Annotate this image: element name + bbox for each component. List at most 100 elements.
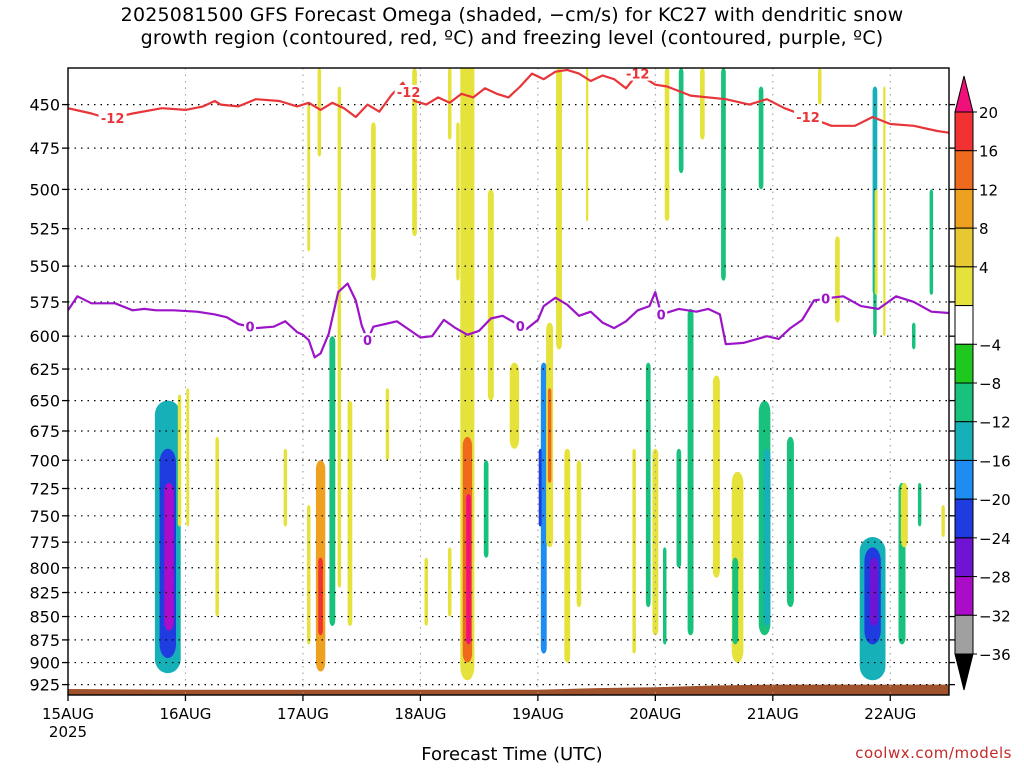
omega-cell — [538, 448, 542, 527]
contour-label-bg — [819, 291, 832, 306]
contour-label: 0 — [363, 334, 372, 349]
omega-cell — [576, 460, 582, 608]
omega-cell — [186, 388, 190, 527]
y-tick-label: 525 — [29, 220, 60, 239]
omega-cell — [732, 557, 739, 645]
omega-cell — [556, 68, 562, 350]
contour-label-bg — [794, 110, 823, 125]
colorbar: 20 16 12 8 4 −4 −8 −12 −16 −20 −24 −28 −32 −36 — [954, 75, 1011, 691]
omega-cell — [664, 68, 670, 221]
omega-cell — [645, 362, 651, 608]
y-tick-label: 750 — [29, 507, 60, 526]
y-tick-label: 575 — [29, 293, 60, 312]
omega-cell — [721, 68, 726, 281]
omega-cell — [652, 448, 659, 636]
omega-cell — [835, 236, 840, 323]
x-tick-label: 19AUG — [512, 705, 564, 723]
credit-text: coolwx.com/models — [855, 744, 1012, 762]
colorbar-label: −12 — [979, 414, 1011, 432]
contour-label: 0 — [821, 293, 830, 308]
colorbar-bin — [954, 614, 974, 655]
x-tick-label: 16AUG — [159, 705, 211, 723]
colorbar-bin — [954, 459, 974, 500]
x-tick-label: 18AUG — [394, 705, 446, 723]
omega-cell — [786, 436, 794, 607]
grid-layer — [68, 68, 949, 695]
colorbar-label: 16 — [979, 143, 998, 161]
colorbar-label: 12 — [979, 181, 998, 199]
colorbar-label: 20 — [979, 104, 998, 122]
y-tick-label: 700 — [29, 451, 60, 470]
colorbar-bin — [954, 343, 974, 384]
contour-line-0 — [68, 282, 949, 359]
omega-cell — [540, 362, 547, 654]
y-tick-label: 925 — [29, 676, 60, 695]
omega-cell — [687, 308, 694, 636]
omega-cell — [663, 547, 667, 645]
contour-label: -12 — [796, 111, 820, 126]
plot-frame — [67, 67, 950, 696]
contour-label: 0 — [516, 320, 525, 335]
y-tick-label: 600 — [29, 327, 60, 346]
contour-label-bg — [361, 333, 374, 348]
colorbar-label: −36 — [979, 646, 1011, 664]
omega-cell — [758, 86, 764, 190]
y-tick-label: 550 — [29, 257, 60, 276]
contour-label: -12 — [626, 68, 650, 83]
omega-cell — [164, 482, 174, 631]
colorbar-label: −4 — [979, 336, 1001, 354]
axes-layer: 450 475 500 525 550 575 600 625 650 675 700 725 750 7… — [29, 67, 955, 741]
omega-cell — [700, 68, 705, 140]
omega-cell — [448, 547, 452, 617]
y-tick-label: 900 — [29, 654, 60, 673]
colorbar-bin — [954, 382, 974, 423]
omega-shading-layer — [154, 68, 945, 681]
omega-cell — [929, 189, 934, 295]
y-tick-label: 800 — [29, 559, 60, 578]
omega-cell — [678, 68, 684, 174]
contour-label-bg — [623, 68, 652, 81]
contour-label: 0 — [246, 321, 255, 336]
colorbar-label: 4 — [979, 259, 989, 277]
omega-cell — [385, 388, 390, 461]
colorbar-label: −28 — [979, 569, 1011, 587]
y-tick-label: 650 — [29, 392, 60, 411]
colorbar-label: −16 — [979, 452, 1011, 470]
y-tick-label: 450 — [29, 96, 60, 115]
x-tick-label: 17AUG — [277, 705, 329, 723]
y-tick-label: 775 — [29, 533, 60, 552]
omega-cell — [456, 122, 460, 281]
omega-cell — [900, 482, 908, 548]
x-tick-label: 15AUG — [42, 705, 94, 723]
contour-label: 0 — [657, 308, 666, 323]
x-tick-label: 22AUG — [864, 705, 916, 723]
omega-cell — [632, 448, 636, 654]
omega-cell — [883, 86, 886, 337]
y-tick-label: 625 — [29, 360, 60, 379]
colorbar-bin — [954, 305, 974, 345]
omega-cell — [283, 448, 288, 527]
y-tick-label: 825 — [29, 584, 60, 603]
contour-label-bg — [98, 110, 127, 125]
colorbar-top-arrow — [954, 75, 974, 113]
x-axis-title: Forecast Time (UTC) — [421, 744, 603, 765]
colorbar-bin — [954, 150, 974, 190]
omega-cell — [317, 68, 322, 157]
chart-title: 2025081500 GFS Forecast Omega (shaded, −… — [0, 4, 1024, 50]
y-tick-label: 850 — [29, 608, 60, 627]
contour-line-minus12 — [68, 68, 949, 134]
omega-cell — [215, 436, 219, 617]
omega-cell — [676, 448, 682, 568]
omega-cell — [874, 189, 878, 295]
omega-cell — [337, 86, 342, 588]
x-year-label: 2025 — [49, 723, 87, 741]
omega-cell — [941, 505, 945, 537]
colorbar-bin — [954, 266, 974, 307]
contour-layer: -12 -12 -12 -12 0 0 0 0 0 — [68, 68, 949, 359]
terrain-fill — [68, 684, 949, 695]
x-tick-label: 21AUG — [747, 705, 799, 723]
terrain-layer — [68, 684, 949, 695]
colorbar-label: 8 — [979, 220, 989, 238]
omega-cell — [307, 104, 311, 252]
omega-cell — [371, 122, 376, 281]
